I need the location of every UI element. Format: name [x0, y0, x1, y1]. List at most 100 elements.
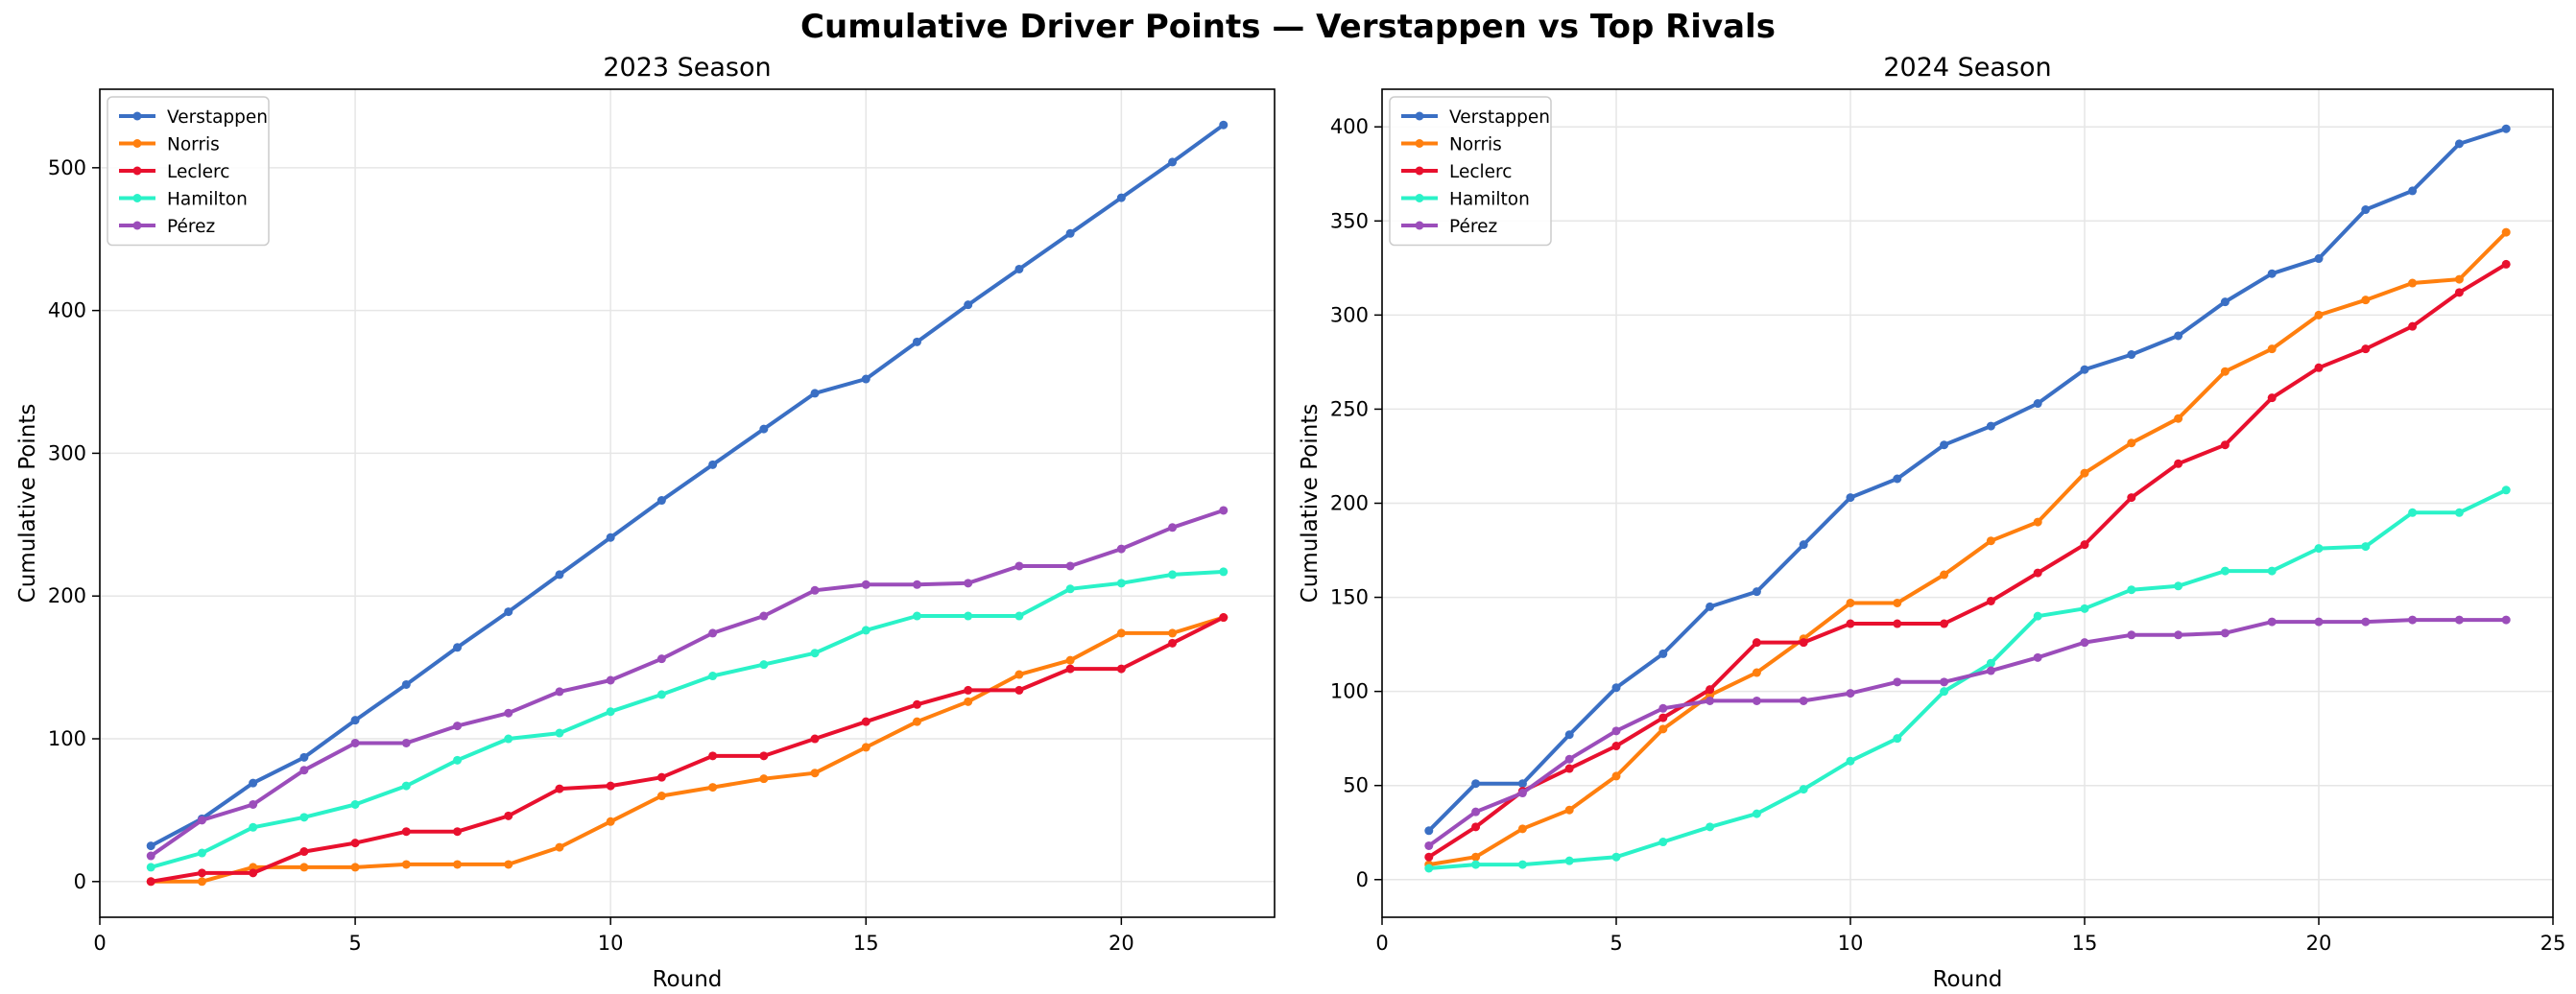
data-point [1424, 852, 1434, 862]
data-point [2501, 124, 2511, 133]
data-point [1611, 742, 1621, 751]
x-tick-label: 10 [598, 932, 624, 955]
data-point [1116, 579, 1126, 588]
data-point [964, 611, 973, 621]
data-point [708, 672, 718, 681]
data-point [1658, 724, 1668, 734]
legend-marker [132, 139, 142, 148]
data-point [861, 743, 871, 752]
series-prez [146, 506, 1228, 861]
data-point [504, 607, 513, 617]
data-point [401, 827, 411, 837]
data-point [2454, 139, 2464, 149]
data-point [555, 728, 564, 738]
legend-marker [132, 194, 142, 202]
data-point [1986, 536, 1995, 546]
data-point [1658, 838, 1668, 847]
data-point [555, 687, 564, 697]
data-point [2361, 617, 2371, 627]
y-tick-label: 150 [1330, 586, 1369, 609]
data-point [656, 772, 666, 782]
series-line [150, 123, 1225, 848]
data-point [912, 699, 921, 709]
data-point [912, 611, 921, 621]
series-line [150, 509, 1225, 858]
x-tick-label: 5 [1610, 932, 1622, 955]
legend-marker [1415, 139, 1424, 148]
data-point [1940, 619, 1949, 628]
data-point [401, 781, 411, 791]
data-point [810, 585, 820, 595]
data-point [299, 766, 309, 775]
x-tick-label: 15 [2072, 932, 2098, 955]
legend-label: Verstappen [1449, 107, 1550, 128]
series-verstappen [1424, 124, 2511, 836]
data-point [401, 860, 411, 869]
data-point [1658, 713, 1668, 722]
data-point [555, 570, 564, 580]
data-point [1940, 570, 1949, 580]
data-point [401, 738, 411, 747]
legend-marker [132, 221, 142, 230]
data-point [2127, 493, 2136, 503]
data-point [1705, 822, 1715, 832]
data-point [708, 460, 718, 469]
series-line [1428, 487, 2508, 870]
x-tick-label: 0 [93, 932, 106, 955]
data-point [1940, 440, 1949, 450]
data-point [2174, 414, 2183, 423]
x-tick-label: 25 [2540, 932, 2566, 955]
data-point [1752, 638, 1761, 648]
data-point [1893, 598, 1902, 607]
data-point [1065, 561, 1075, 571]
data-point [1658, 703, 1668, 713]
data-point [350, 799, 360, 809]
data-point [759, 751, 769, 761]
data-point [964, 685, 973, 695]
y-tick-label: 100 [48, 727, 86, 750]
x-tick-label: 20 [1109, 932, 1134, 955]
data-point [1424, 840, 1434, 850]
data-point [2080, 638, 2089, 648]
data-point [2127, 350, 2136, 360]
data-point [606, 816, 615, 826]
data-point [1705, 685, 1715, 695]
series-hamilton [146, 567, 1228, 872]
legend-box [107, 96, 270, 247]
data-point [146, 863, 155, 872]
data-point [1065, 584, 1075, 594]
data-point [1893, 677, 1902, 687]
data-point [810, 389, 820, 398]
data-point [299, 863, 309, 872]
data-point [810, 769, 820, 778]
data-point [2127, 630, 2136, 640]
data-point [606, 781, 615, 791]
data-point [2267, 393, 2277, 403]
y-tick-label: 0 [1356, 868, 1369, 891]
data-point [1799, 638, 1808, 648]
data-point [1116, 193, 1126, 202]
data-point [299, 813, 309, 822]
data-point [1219, 120, 1228, 130]
legend-marker [1415, 111, 1424, 121]
data-point [1846, 689, 1855, 698]
legend: Verstappen Norris Leclerc Hamilton Pérez [107, 96, 270, 247]
data-point [1893, 474, 1902, 484]
data-point [2408, 321, 2418, 331]
data-point [2361, 296, 2371, 305]
data-point [2454, 274, 2464, 284]
data-point [964, 300, 973, 310]
data-point [1705, 696, 1715, 705]
data-point [912, 580, 921, 589]
data-point [1986, 658, 1995, 668]
data-point [1752, 668, 1761, 677]
data-point [401, 679, 411, 689]
data-point [2267, 344, 2277, 354]
data-point [2080, 540, 2089, 550]
data-point [1065, 655, 1075, 665]
data-point [2220, 297, 2230, 307]
data-point [606, 532, 615, 542]
data-point [1116, 664, 1126, 674]
